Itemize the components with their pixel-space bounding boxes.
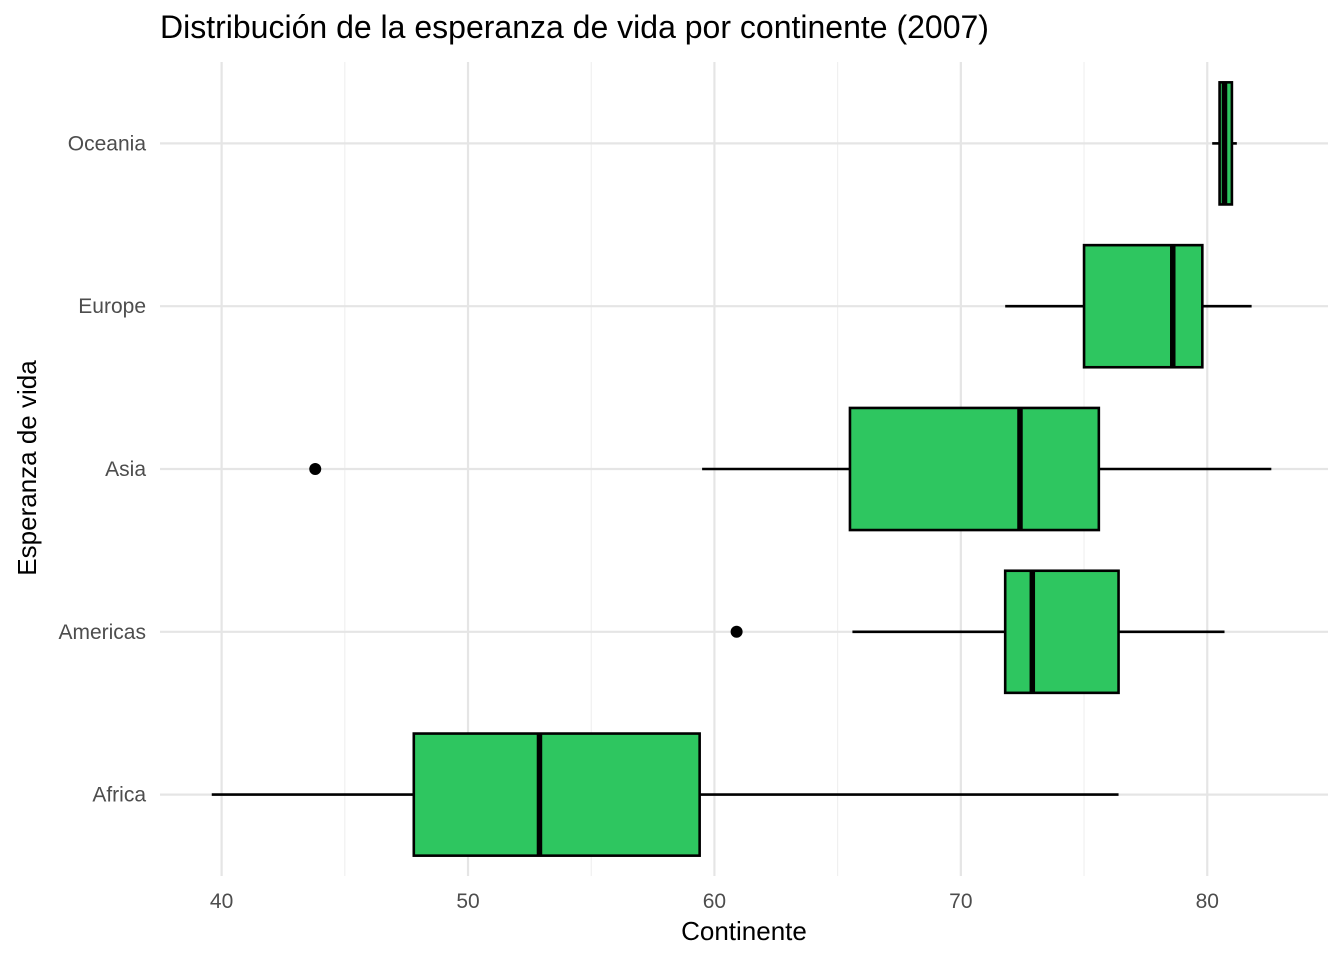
x-axis-tick-labels: 40 50 60 70 80 xyxy=(210,890,1219,913)
box-series xyxy=(211,81,1272,857)
outlier-point xyxy=(309,463,322,475)
box-asia xyxy=(309,406,1272,532)
box-africa xyxy=(211,732,1119,857)
x-tick-label: 60 xyxy=(703,890,726,913)
x-axis-title: Continente xyxy=(681,916,807,946)
box-americas xyxy=(730,569,1225,695)
y-axis-title: Esperanza de vida xyxy=(12,360,42,576)
iqr-box xyxy=(1003,569,1120,695)
iqr-box xyxy=(848,406,1101,532)
y-tick-label: Oceania xyxy=(68,132,147,155)
x-tick-label: 80 xyxy=(1196,890,1219,913)
y-tick-label: Africa xyxy=(92,784,146,807)
iqr-box xyxy=(412,732,701,857)
iqr-box xyxy=(1082,243,1204,369)
y-tick-label: Europe xyxy=(78,295,146,318)
box-europe xyxy=(1005,243,1252,369)
x-tick-label: 70 xyxy=(949,890,972,913)
x-tick-label: 40 xyxy=(210,890,233,913)
outlier-point xyxy=(730,625,743,638)
y-tick-label: Americas xyxy=(58,621,146,644)
y-axis-tick-labels: Africa Americas Asia Europe Oceania xyxy=(58,132,146,806)
chart-title: Distribución de la esperanza de vida por… xyxy=(160,9,989,45)
y-tick-label: Asia xyxy=(105,458,146,481)
x-tick-label: 50 xyxy=(456,890,479,913)
box-oceania xyxy=(1212,81,1237,206)
